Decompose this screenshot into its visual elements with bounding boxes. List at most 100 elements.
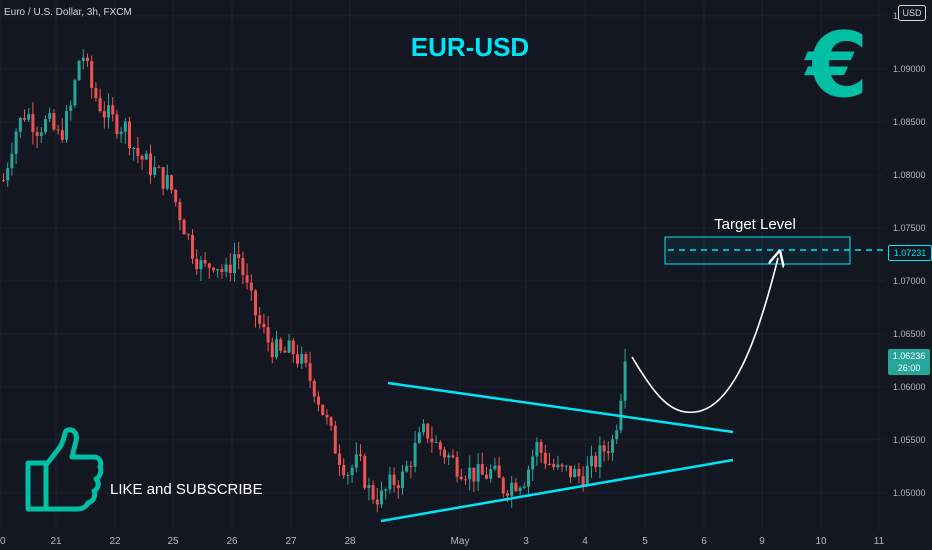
current-price-value: 1.06236 xyxy=(892,351,926,361)
y-tick-label: 1.06000 xyxy=(893,382,926,392)
target-level-label: Target Level xyxy=(714,216,796,233)
candle-body xyxy=(350,467,354,476)
candle-body xyxy=(14,131,18,154)
candle-body xyxy=(602,445,606,452)
candle-body xyxy=(489,469,493,479)
candle-body xyxy=(94,87,98,99)
candle-body xyxy=(363,455,367,488)
candle-body xyxy=(10,153,14,169)
candle-body xyxy=(296,354,299,364)
candle-body xyxy=(325,414,329,418)
candle-body xyxy=(86,57,89,62)
candle-body xyxy=(123,121,127,132)
candle-body xyxy=(485,474,488,479)
candle-body xyxy=(472,467,476,482)
candle-body xyxy=(140,155,144,160)
candle-body xyxy=(548,463,551,465)
candle-body xyxy=(535,442,539,457)
candle-body xyxy=(283,350,287,353)
candle-body xyxy=(409,465,413,467)
y-tick-label: 1.09000 xyxy=(893,64,926,74)
candle-body xyxy=(451,455,455,458)
candle-body xyxy=(585,466,589,486)
candle-body xyxy=(119,131,123,135)
candle-body xyxy=(90,61,94,88)
candle-body xyxy=(52,113,56,130)
candle-body xyxy=(44,119,47,133)
candle-body xyxy=(518,487,522,492)
y-tick-label: 1.07500 xyxy=(893,223,926,233)
candle-body xyxy=(527,469,530,487)
candle-body xyxy=(195,258,199,270)
candle-body xyxy=(581,476,585,486)
current-price-tag: 1.06236 26:00 xyxy=(888,349,930,375)
candle-body xyxy=(165,175,169,189)
candle-body xyxy=(384,489,388,491)
candle-body xyxy=(233,254,236,273)
curved-arrow-icon xyxy=(631,258,778,414)
candle-body xyxy=(493,465,497,470)
candle-body xyxy=(514,482,518,492)
candle-body xyxy=(203,260,207,264)
candle-body xyxy=(468,467,472,480)
y-tick-label: 1.07000 xyxy=(893,276,926,286)
candle-body xyxy=(623,361,627,401)
candle-body xyxy=(476,464,480,482)
candle-body xyxy=(569,465,572,478)
candle-body xyxy=(132,147,136,149)
candle-body xyxy=(77,60,81,81)
candle-body xyxy=(611,439,614,454)
x-tick-label: May xyxy=(451,536,470,547)
candle-body xyxy=(191,235,194,259)
candle-body xyxy=(144,153,148,160)
x-tick-label: 5 xyxy=(642,536,648,547)
candle-body xyxy=(304,354,308,364)
x-tick-label: 28 xyxy=(344,536,356,547)
candle-body xyxy=(531,456,535,470)
candle-body xyxy=(199,260,203,270)
x-tick-label: 9 xyxy=(759,536,765,547)
candle-body xyxy=(287,340,291,353)
candle-body xyxy=(81,57,85,61)
candle-body xyxy=(308,363,312,381)
candle-body xyxy=(333,425,337,454)
candle-body xyxy=(153,167,157,175)
y-tick-label: 1.06500 xyxy=(893,329,926,339)
candle-body xyxy=(111,105,115,115)
candle-body xyxy=(338,453,341,465)
candle-body xyxy=(18,117,22,132)
candle-body xyxy=(564,465,568,467)
time-axis[interactable]: 20 21 22 25 26 27 28 May 3 4 5 6 9 10 11 xyxy=(0,536,885,547)
candle-body xyxy=(73,80,77,106)
candle-body xyxy=(401,471,404,489)
candle-body xyxy=(598,445,602,468)
like-subscribe-text: LIKE and SUBSCRIBE xyxy=(110,481,263,498)
candle-body xyxy=(270,342,274,358)
x-tick-label: 26 xyxy=(226,536,238,547)
candle-body xyxy=(501,477,505,494)
candle-body xyxy=(107,105,110,118)
candle-body xyxy=(224,264,228,272)
candle-body xyxy=(354,454,358,468)
candle-body xyxy=(48,113,52,120)
candle-body xyxy=(539,442,543,453)
candle-body xyxy=(102,111,106,118)
candle-body xyxy=(371,485,375,500)
candle-body xyxy=(388,474,392,490)
candle-body xyxy=(65,110,68,140)
candle-body xyxy=(216,268,220,271)
candlesticks xyxy=(2,49,627,513)
x-tick-label: 3 xyxy=(523,536,529,547)
currency-button[interactable]: USD xyxy=(898,5,926,21)
euro-sign-icon: € xyxy=(805,13,869,118)
candle-body xyxy=(560,464,564,467)
candle-body xyxy=(422,423,425,433)
symbol-description: Euro / U.S. Dollar, 3h, FXCM xyxy=(4,7,132,18)
candle-body xyxy=(606,451,610,454)
candle-body xyxy=(149,153,152,175)
candle-body xyxy=(39,132,43,136)
candle-body xyxy=(447,455,451,458)
y-tick-label: 1.05500 xyxy=(893,435,926,445)
candle-body xyxy=(27,114,31,120)
